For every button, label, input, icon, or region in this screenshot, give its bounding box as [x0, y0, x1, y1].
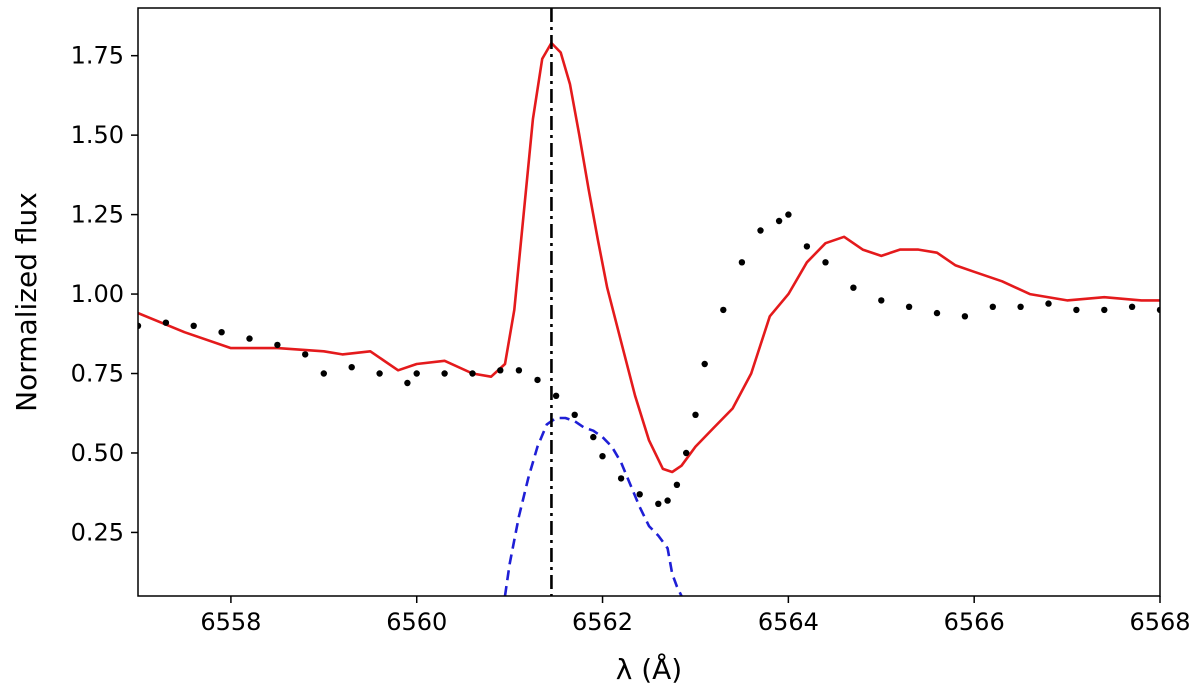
y-tick-label: 0.25 [71, 518, 124, 546]
x-axis: 6558 6560 6562 6564 6566 6568 [200, 596, 1191, 636]
data-point [162, 319, 170, 326]
y-tick-label: 1.50 [71, 121, 124, 149]
x-axis-label: λ (Å) [616, 652, 682, 686]
y-tick-label: 1.00 [71, 280, 124, 308]
data-point [348, 364, 355, 371]
data-point [571, 411, 578, 418]
data-point [302, 351, 309, 358]
data-point [497, 367, 504, 374]
data-point [664, 497, 671, 504]
data-point [1156, 306, 1160, 314]
data-point [803, 243, 811, 250]
data-point [274, 341, 281, 349]
data-point [441, 370, 448, 377]
y-axis: 0.25 0.50 0.75 1.00 1.25 1.50 1.75 [71, 42, 138, 546]
data-point [655, 500, 662, 507]
data-point [878, 297, 885, 304]
data-point [404, 379, 411, 387]
data-point [701, 360, 708, 368]
plot-area [138, 8, 1160, 596]
data-point [515, 367, 523, 374]
x-tick-label: 6566 [944, 608, 1005, 636]
data-point [320, 370, 327, 377]
data-point [1128, 303, 1136, 310]
data-point [673, 481, 681, 488]
data-point [218, 329, 225, 336]
data-point [534, 376, 541, 384]
data-point [552, 392, 560, 399]
model-series-line [138, 41, 1160, 474]
data-point [617, 475, 625, 482]
data-point [246, 335, 253, 342]
data-point [469, 370, 476, 377]
data-point [376, 370, 383, 377]
data-point [933, 309, 941, 317]
data-point [636, 491, 643, 498]
x-tick-label: 6558 [200, 608, 261, 636]
data-points-series [138, 211, 1160, 507]
data-point [683, 449, 690, 457]
data-point [905, 303, 913, 310]
data-point [785, 211, 792, 218]
data-point [590, 433, 597, 441]
data-point [989, 303, 996, 310]
data-point [850, 284, 857, 291]
data-point [1101, 306, 1108, 314]
data-point [1073, 306, 1080, 314]
dashed-series-line [503, 416, 683, 596]
data-point [692, 411, 699, 418]
x-tick-label: 6562 [572, 608, 633, 636]
plot-frame [137, 7, 1161, 597]
data-point [138, 322, 142, 329]
x-tick-label: 6560 [386, 608, 447, 636]
y-tick-label: 0.50 [71, 439, 124, 467]
data-point [1045, 300, 1052, 307]
data-point [775, 217, 783, 225]
y-axis-label: Normalized flux [10, 192, 43, 412]
data-point [961, 313, 969, 320]
x-tick-label: 6568 [1129, 608, 1190, 636]
data-point [720, 306, 727, 314]
data-point [190, 322, 197, 329]
y-tick-label: 0.75 [71, 360, 124, 388]
data-point [599, 453, 606, 460]
data-point [738, 259, 746, 266]
data-point [1017, 303, 1024, 310]
data-point [757, 227, 764, 234]
data-point [822, 259, 829, 266]
y-tick-label: 1.75 [71, 42, 124, 70]
x-tick-label: 6564 [758, 608, 819, 636]
y-tick-label: 1.25 [71, 201, 124, 229]
data-point [413, 370, 420, 377]
